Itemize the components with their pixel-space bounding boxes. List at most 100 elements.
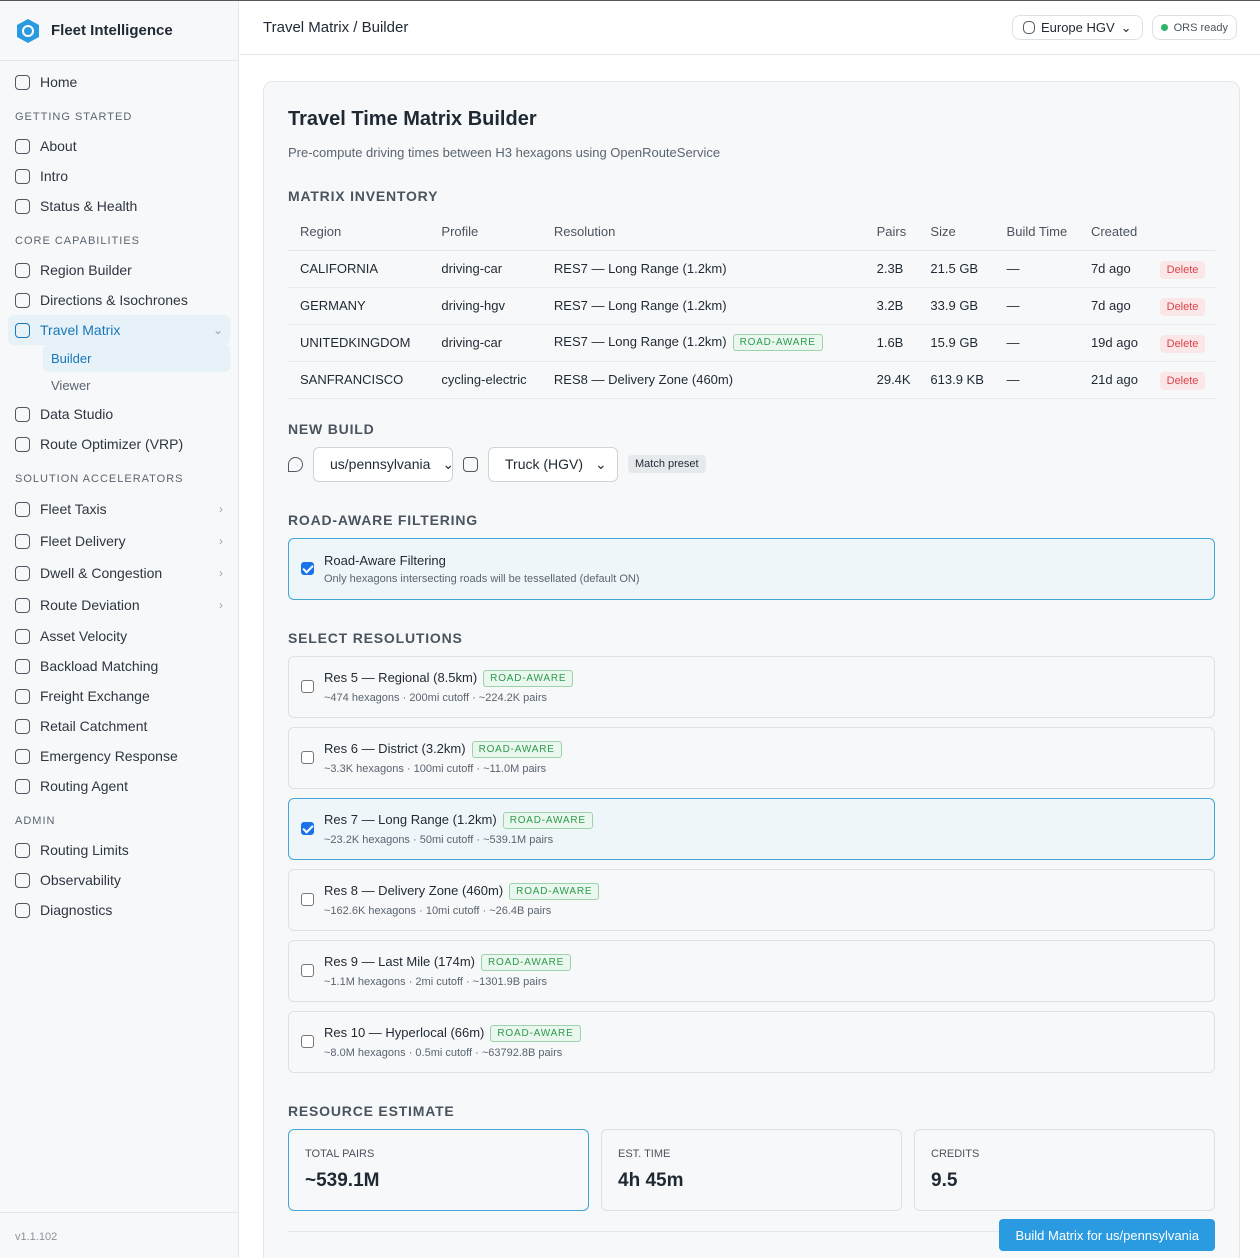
cell-text: 15.9 GB [930, 335, 979, 350]
nav-label: Travel Matrix [40, 322, 121, 338]
chevron: › [219, 566, 223, 580]
nav-icon [15, 406, 30, 422]
checkbox[interactable] [301, 1035, 314, 1048]
badge: ROAD-AWARE [471, 740, 562, 758]
nav-item[interactable]: Backload Matching [8, 651, 230, 681]
nav-label: Data Studio [40, 406, 114, 422]
nav-item[interactable]: Retail Catchment [8, 711, 230, 741]
section-heading: NEW BUILD [288, 420, 375, 437]
badge: ROAD-AWARE [732, 334, 823, 351]
cell: — [994, 324, 1079, 362]
section-heading: ROAD-AWARE FILTERING [288, 511, 478, 528]
logo [17, 18, 39, 43]
nav-item[interactable]: Home [8, 67, 230, 97]
nav-icon [15, 262, 30, 278]
nav-item[interactable]: Freight Exchange [8, 681, 230, 711]
delete-button[interactable]: Delete [1159, 372, 1206, 390]
road-aware-option[interactable]: Road-Aware Filtering Only hexagons inters… [288, 537, 1215, 600]
cell-text: 29.4K [876, 372, 911, 387]
resolution-option[interactable]: Res 7 — Long Range (1.2km) ROAD-AWARE ~23.… [288, 797, 1215, 860]
checkbox[interactable] [301, 680, 314, 693]
nav-item[interactable]: Route Optimizer (VRP) [8, 429, 230, 459]
nav-item[interactable]: Routing Agent [8, 771, 230, 801]
cell: Delete [1147, 250, 1215, 288]
nav-label: About [40, 138, 77, 154]
delete-button[interactable]: Delete [1159, 298, 1206, 316]
cell: 2.3B [864, 250, 919, 288]
estimate-label: CREDITS [931, 1147, 980, 1160]
nav-icon [15, 565, 30, 581]
checkbox[interactable] [301, 562, 314, 575]
profile-value: Truck (HGV) [505, 456, 584, 472]
nav-subitem[interactable]: Builder [43, 345, 230, 372]
nav-item[interactable]: Asset Velocity [8, 621, 230, 651]
preset-button[interactable]: Match preset [628, 455, 706, 473]
status-label: ORS ready [1173, 21, 1228, 34]
cell-text: RES8 — Delivery Zone (460m) [553, 372, 734, 387]
cell-text: SANFRANCISCO [300, 372, 404, 387]
region-select[interactable]: Europe HGV ⌄ [1011, 15, 1143, 40]
nav-item[interactable]: Emergency Response [8, 741, 230, 771]
option-label: Res 7 — Long Range (1.2km) [324, 811, 497, 827]
build-button[interactable]: Build Matrix for us/pennsylvania [999, 1219, 1215, 1251]
delete-button[interactable]: Delete [1159, 335, 1206, 353]
cell: RES7 — Long Range (1.2km) [541, 287, 865, 325]
nav-subitem[interactable]: Viewer [51, 378, 91, 393]
nav-item[interactable]: Directions & Isochrones [8, 285, 230, 315]
cell: driving-car [429, 250, 542, 288]
cell-text: UNITEDKINGDOM [300, 335, 411, 350]
delete-button[interactable]: Delete [1159, 261, 1206, 279]
profile-dropdown[interactable]: Truck (HGV) ⌄ [488, 446, 618, 482]
nav-label: Route Optimizer (VRP) [40, 436, 184, 452]
page-subtitle: Pre-compute driving times between H3 hex… [288, 145, 721, 160]
cell: 29.4K [864, 361, 919, 399]
estimate-card: EST. TIME 4h 45m [601, 1128, 902, 1211]
nav-item[interactable]: Fleet Taxis › [8, 493, 230, 525]
region-dropdown[interactable]: us/pennsylvania ⌄ [313, 446, 454, 482]
option-detail: ~1.1M hexagons · 2mi cutoff · ~1301.9B p… [324, 975, 547, 988]
resolution-option[interactable]: Res 10 — Hyperlocal (66m) ROAD-AWARE ~8.0M… [288, 1010, 1215, 1073]
nav-item[interactable]: Observability [8, 865, 230, 895]
checkbox[interactable] [301, 822, 314, 835]
cell-text: — [1006, 261, 1020, 276]
nav-item[interactable]: Dwell & Congestion › [8, 557, 230, 589]
column-header: Region [288, 214, 430, 251]
nav-item[interactable]: Routing Limits [8, 835, 230, 865]
resolution-option[interactable]: Res 6 — District (3.2km) ROAD-AWARE ~3.3K … [288, 726, 1215, 789]
nav-label: Routing Limits [40, 842, 129, 858]
resolution-option[interactable]: Res 5 — Regional (8.5km) ROAD-AWARE ~474 h… [288, 655, 1215, 718]
nav-label: Retail Catchment [40, 718, 148, 734]
column-header: Size [918, 214, 995, 251]
chevron: › [219, 534, 223, 548]
checkbox[interactable] [301, 893, 314, 906]
checkbox[interactable] [301, 751, 314, 764]
nav-item[interactable]: About [8, 131, 230, 161]
section-title: CORE CAPABILITIES [15, 235, 140, 247]
nav-label: Routing Agent [40, 778, 128, 794]
column-header: Pairs [864, 214, 919, 251]
resolution-option[interactable]: Res 9 — Last Mile (174m) ROAD-AWARE ~1.1M … [288, 939, 1215, 1002]
table-row: SANFRANCISCO cycling-electric RES8 — Deliv… [288, 361, 1215, 399]
checkbox[interactable] [301, 964, 314, 977]
resolution-option[interactable]: Res 8 — Delivery Zone (460m) ROAD-AWARE ~1… [288, 868, 1215, 931]
nav-item[interactable]: Travel Matrix ⌄ [8, 315, 230, 345]
option-title: Res 10 — Hyperlocal (66m) ROAD-AWARE [324, 1024, 581, 1042]
cell: Delete [1147, 287, 1215, 325]
nav-item[interactable]: Region Builder [8, 255, 230, 285]
cell: 613.9 KB [918, 361, 995, 399]
option-title: Res 5 — Regional (8.5km) ROAD-AWARE [324, 669, 574, 687]
nav-item[interactable]: Intro [8, 161, 230, 191]
nav-item[interactable]: Data Studio [8, 399, 230, 429]
cell-text: — [1006, 372, 1020, 387]
cell: 21d ago [1078, 361, 1148, 399]
estimate-cards: TOTAL PAIRS ~539.1M EST. TIME 4h 45m CREDITS… [288, 1128, 1215, 1232]
cell-text: 3.2B [876, 298, 904, 313]
brand: Fleet Intelligence [0, 1, 238, 61]
nav-label: Fleet Delivery [40, 533, 126, 549]
nav-item[interactable]: Status & Health [8, 191, 230, 221]
nav-icon [15, 718, 30, 734]
nav-item[interactable]: Route Deviation › [8, 589, 230, 621]
nav-item[interactable]: Fleet Delivery › [8, 525, 230, 557]
column-header: Profile [429, 214, 542, 251]
nav-item[interactable]: Diagnostics [8, 895, 230, 925]
